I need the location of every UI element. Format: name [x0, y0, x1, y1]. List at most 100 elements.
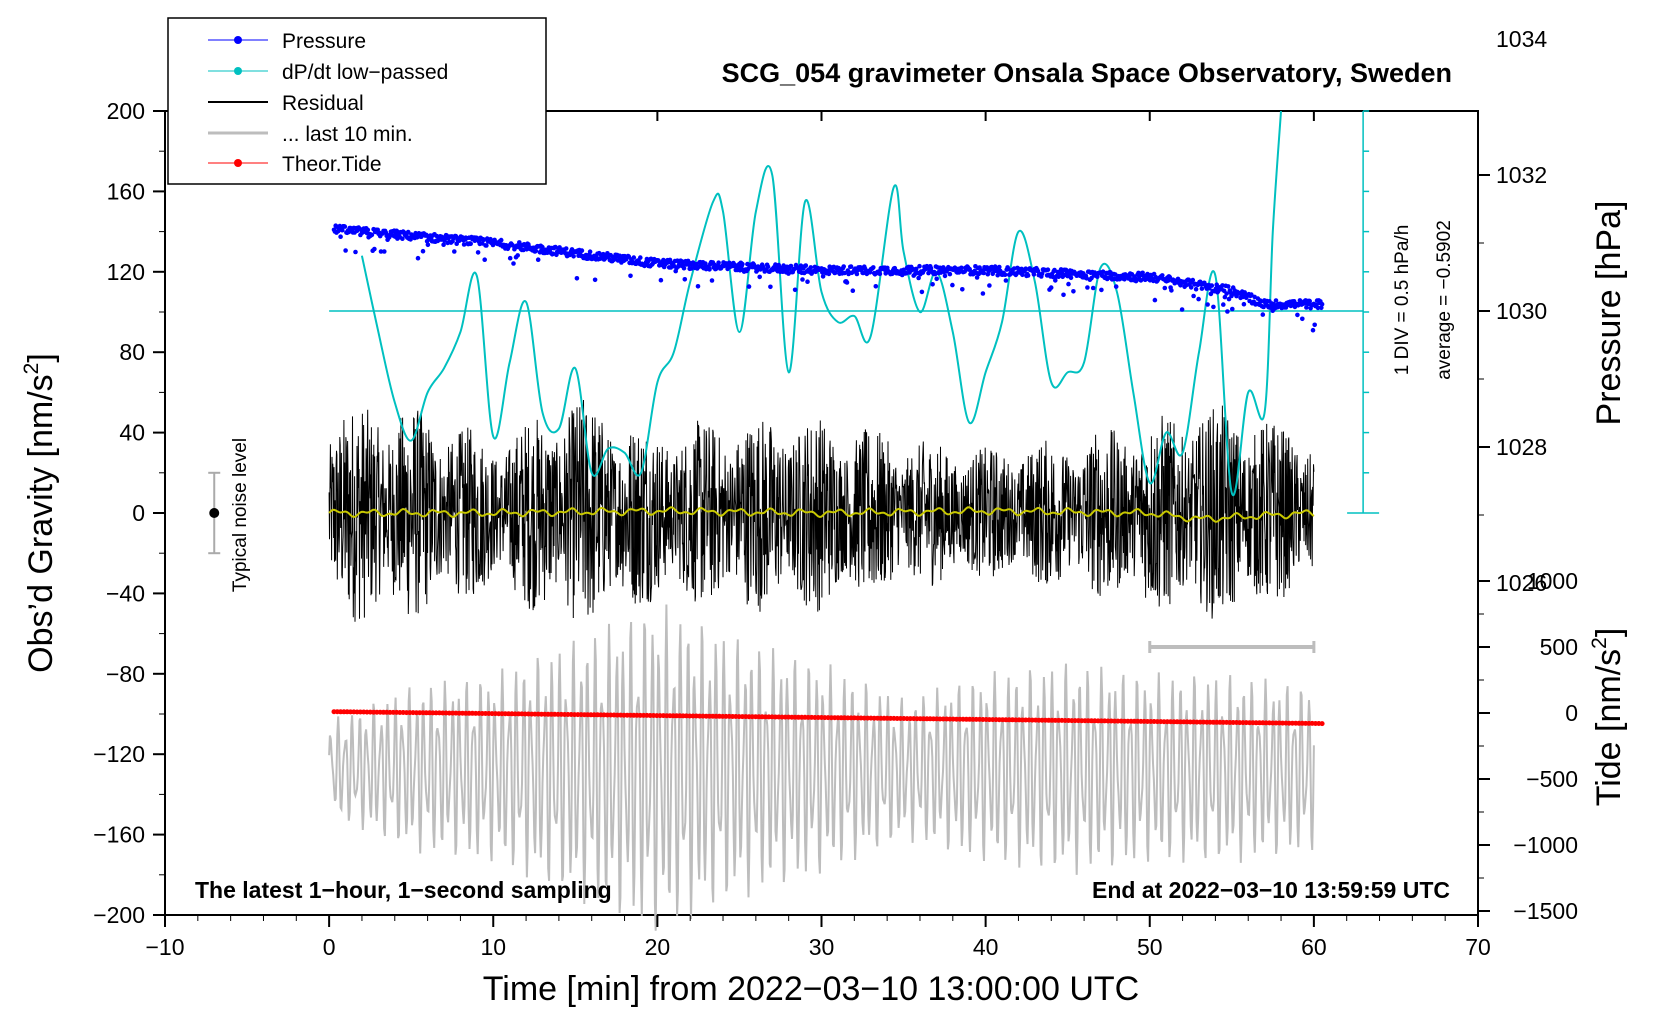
- noise-level-indicator: [208, 471, 221, 555]
- residual-line: [328, 399, 1315, 622]
- y-tick-label: −40: [106, 580, 145, 606]
- y-tick-label: −200: [93, 902, 145, 928]
- pressure-point: [1273, 298, 1279, 303]
- pressure-point: [1095, 274, 1100, 280]
- dpdt-series: [329, 111, 1364, 497]
- pressure-point: [1167, 274, 1173, 280]
- residual-series: [328, 399, 1315, 622]
- legend-marker-tide: [234, 159, 242, 167]
- pressure-point: [808, 265, 814, 270]
- pressure-point: [934, 276, 939, 282]
- y-tick-label: 120: [107, 259, 145, 285]
- y-tick-label: 160: [107, 178, 145, 204]
- pressure-point: [535, 257, 541, 263]
- pressure-point: [658, 277, 664, 283]
- pressure-point: [1199, 286, 1205, 291]
- pressure-point: [498, 237, 504, 243]
- pressure-point: [1039, 271, 1045, 277]
- pressure-point: [405, 229, 411, 235]
- pressure-point: [1122, 277, 1127, 282]
- smoothed-residual-series: [328, 506, 1315, 523]
- pressure-point: [1307, 298, 1312, 304]
- pressure-point: [1053, 278, 1058, 283]
- pressure-point: [557, 245, 562, 250]
- tide-tick-label: 0: [1565, 700, 1578, 726]
- pressure-point: [850, 288, 856, 294]
- tide-tick-label: −1500: [1513, 898, 1578, 924]
- pressure-point: [511, 261, 516, 266]
- pressure-point: [628, 273, 633, 279]
- footer-note-right: End at 2022−03−10 13:59:59 UTC: [1092, 877, 1450, 903]
- pressure-point: [475, 250, 481, 255]
- pressure-point: [716, 260, 721, 266]
- pressure-point: [1169, 288, 1174, 293]
- y-axis-left-title-main: Obs’d Gravity [nm/s: [22, 374, 60, 673]
- pressure-point: [792, 287, 798, 293]
- pressure-tick-label: 1030: [1496, 298, 1547, 324]
- y-axis-tide-title-main: Tide [nm/s: [1590, 649, 1628, 806]
- pressure-point: [974, 275, 980, 280]
- dpdt-scale: [1347, 110, 1380, 514]
- pressure-point: [844, 280, 850, 285]
- legend-marker-dpdt: [234, 67, 242, 75]
- pressure-point: [1113, 284, 1119, 289]
- pressure-tick-label: 1032: [1496, 162, 1547, 188]
- pressure-point: [916, 275, 921, 281]
- pressure-point: [765, 264, 771, 270]
- pressure-point: [757, 274, 762, 280]
- pressure-point: [1225, 284, 1231, 289]
- pressure-point: [484, 243, 489, 248]
- pressure-point: [981, 270, 986, 276]
- pressure-point: [1222, 294, 1228, 300]
- noise-level-label: Typical noise level: [230, 438, 251, 592]
- pressure-point: [452, 249, 457, 254]
- pressure-point: [919, 289, 925, 295]
- pressure-point: [746, 284, 752, 289]
- last-10-min-line: [328, 604, 1315, 931]
- pressure-point: [1241, 301, 1247, 307]
- pressure-point: [571, 253, 576, 259]
- x-tick-label: 20: [645, 934, 671, 960]
- pressure-point: [930, 282, 935, 287]
- pressure-point: [1312, 322, 1317, 328]
- pressure-point: [540, 244, 545, 250]
- pressure-point: [342, 224, 348, 229]
- x-tick-label: 40: [973, 934, 999, 960]
- pressure-point: [1052, 267, 1057, 273]
- x-axis-title: Time [min] from 2022−03−10 13:00:00 UTC: [483, 970, 1139, 1008]
- pressure-point: [877, 271, 883, 277]
- pressure-point: [803, 263, 809, 268]
- pressure-tick-label: 1026: [1496, 570, 1547, 596]
- pressure-point: [1134, 277, 1140, 282]
- pressure-point: [800, 277, 805, 282]
- axes: −10 0 10 20 30 40 50 60 70 −200 −160 −120 −80 −40 0 40 8…: [93, 26, 1578, 960]
- pressure-point: [369, 232, 375, 238]
- pressure-point: [1006, 266, 1011, 272]
- pressure-point: [1319, 301, 1325, 307]
- pressure-point: [574, 276, 580, 281]
- pressure-point: [338, 234, 343, 239]
- pressure-point: [1205, 302, 1210, 307]
- y-tick-label: 80: [119, 339, 145, 365]
- pressure-point: [533, 248, 539, 254]
- average-label: average = −0.5902: [1434, 220, 1455, 380]
- pressure-point: [441, 242, 446, 247]
- pressure-point: [1209, 283, 1215, 288]
- x-tick-label: 0: [323, 934, 336, 960]
- pressure-point: [1224, 291, 1229, 296]
- pressure-point: [400, 236, 405, 241]
- pressure-point: [1225, 309, 1230, 314]
- legend-label-last10: ... last 10 min.: [282, 123, 413, 146]
- pressure-point: [956, 270, 962, 275]
- pressure-point: [820, 274, 826, 279]
- y-axis-left-title-sup: 2: [20, 363, 43, 375]
- y-axis-left-title-end: ]: [22, 353, 60, 362]
- pressure-point: [1160, 273, 1165, 278]
- pressure-point: [871, 265, 876, 270]
- noise-center-dot: [209, 508, 220, 518]
- pressure-point: [340, 227, 345, 233]
- pressure-point: [378, 249, 384, 254]
- pressure-point: [1304, 305, 1309, 310]
- pressure-point: [1045, 267, 1051, 273]
